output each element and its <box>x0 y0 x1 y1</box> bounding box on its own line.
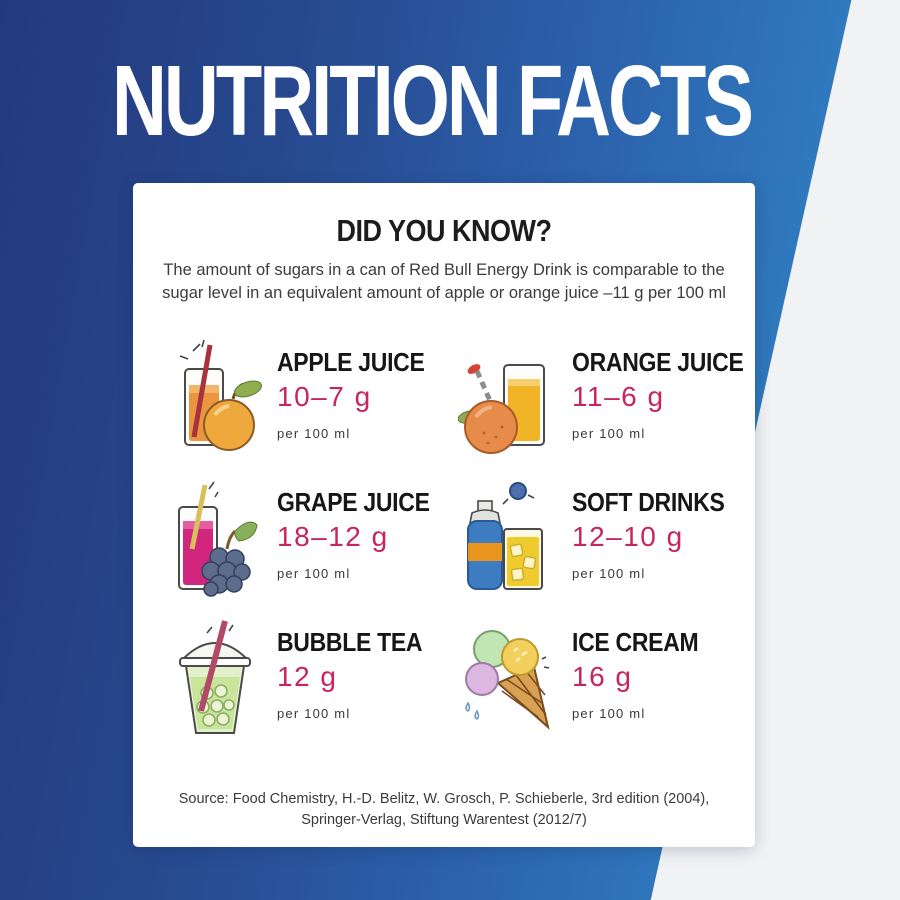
item-amount: 16 g <box>572 660 633 692</box>
item-per-unit: per 100 ml <box>572 705 646 721</box>
apple-juice-icon <box>179 339 262 451</box>
facts-card: DID YOU KNOW? The amount of sugars in a … <box>133 183 755 847</box>
item-amount: 18–12 g <box>277 520 389 552</box>
orange-juice-icon <box>458 363 545 454</box>
item-per-unit: per 100 ml <box>572 425 646 441</box>
item-grape-juice: GRAPE JUICE 18–12 g per 100 ml <box>163 479 458 619</box>
item-per-unit: per 100 ml <box>277 565 351 581</box>
item-bubble-tea: BUBBLE TEA 12 g per 100 ml <box>163 619 458 759</box>
bubble-tea-icon <box>179 619 251 734</box>
item-per-unit: per 100 ml <box>572 565 646 581</box>
item-name: BUBBLE TEA <box>277 626 423 657</box>
card-heading: DID YOU KNOW? <box>336 214 553 248</box>
source-line-1: Source: Food Chemistry, H.-D. Belitz, W.… <box>178 790 710 807</box>
intro-text: The amount of sugars in a can of Red Bul… <box>148 259 740 305</box>
item-name: ORANGE JUICE <box>572 346 744 377</box>
item-amount: 11–6 g <box>572 380 665 412</box>
item-ice-cream: ICE CREAM 16 g per 100 ml <box>458 619 753 759</box>
grape-juice-icon <box>178 481 258 597</box>
source-line-2: Springer-Verlag, Stiftung Warentest (201… <box>301 811 587 828</box>
item-soft-drinks: SOFT DRINKS 12–10 g per 100 ml <box>458 479 753 619</box>
intro-line-2: sugar level in an equivalent amount of a… <box>162 283 726 302</box>
page-title: NUTRITION FACTS <box>112 45 754 158</box>
ice-cream-icon <box>465 629 550 730</box>
item-name: APPLE JUICE <box>277 346 425 377</box>
item-per-unit: per 100 ml <box>277 705 351 721</box>
item-name: GRAPE JUICE <box>277 486 430 517</box>
item-amount: 12–10 g <box>572 520 684 552</box>
item-amount: 10–7 g <box>277 380 372 412</box>
intro-line-1: The amount of sugars in a can of Red Bul… <box>163 261 725 279</box>
item-amount: 12 g <box>277 660 338 692</box>
items-grid: APPLE JUICE 10–7 g per 100 ml <box>163 339 755 759</box>
source-citation: Source: Food Chemistry, H.-D. Belitz, W.… <box>133 789 755 831</box>
item-apple-juice: APPLE JUICE 10–7 g per 100 ml <box>163 339 458 479</box>
item-per-unit: per 100 ml <box>277 425 351 441</box>
item-name: ICE CREAM <box>572 626 699 657</box>
soft-drinks-icon <box>467 481 543 590</box>
item-name: SOFT DRINKS <box>572 486 725 517</box>
item-orange-juice: ORANGE JUICE 11–6 g per 100 ml <box>458 339 753 479</box>
